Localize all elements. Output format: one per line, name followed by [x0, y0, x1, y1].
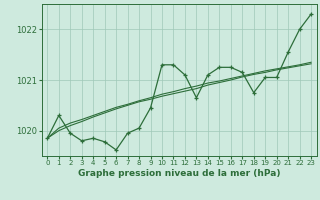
X-axis label: Graphe pression niveau de la mer (hPa): Graphe pression niveau de la mer (hPa)	[78, 169, 280, 178]
